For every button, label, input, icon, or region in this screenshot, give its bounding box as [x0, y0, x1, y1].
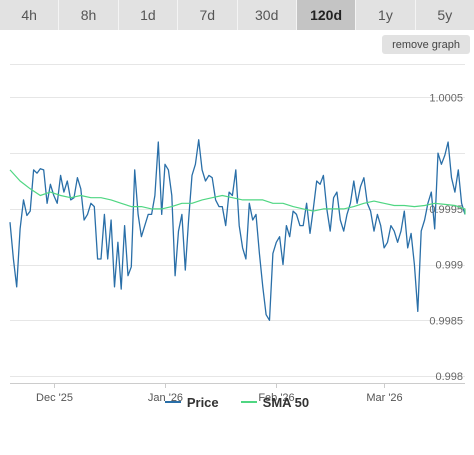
legend-label: SMA 50	[262, 394, 310, 410]
tab-30d[interactable]: 30d	[238, 0, 297, 30]
legend-swatch	[240, 401, 257, 403]
legend-item-price[interactable]: Price	[164, 394, 219, 410]
tab-5y[interactable]: 5y	[437, 7, 453, 23]
price-series-line	[9, 139, 466, 321]
legend-label: Price	[186, 394, 219, 410]
sma50-series-line	[9, 169, 466, 215]
y-tick-label: 0.9995	[429, 204, 463, 216]
tab-7d[interactable]: 7d	[178, 0, 238, 30]
timeframe-tabs: 4h 8h 1d 7d 30d 120d 1y 5y	[0, 0, 474, 30]
y-tick-label: 0.998	[435, 371, 463, 383]
tab-1d[interactable]: 1d	[119, 0, 179, 30]
x-tick-label: Dec '25	[36, 392, 73, 404]
tab-8h[interactable]: 8h	[59, 0, 119, 30]
tab-120d[interactable]: 120d	[296, 0, 357, 30]
chart-legend: Price SMA 50	[0, 392, 474, 412]
x-tick-label: Feb '26	[258, 392, 294, 404]
x-tick-label: Mar '26	[366, 392, 402, 404]
y-tick-label: 1.0005	[429, 92, 463, 104]
y-tick-label: 0.9985	[429, 315, 463, 327]
remove-graph-button[interactable]: remove graph	[382, 35, 470, 54]
legend-item-sma-50[interactable]: SMA 50	[240, 394, 310, 410]
legend-swatch	[164, 401, 181, 403]
tab-1y[interactable]: 1y	[356, 0, 416, 30]
y-tick-label: 0.999	[435, 260, 463, 272]
tab-4h[interactable]: 4h	[0, 0, 60, 30]
